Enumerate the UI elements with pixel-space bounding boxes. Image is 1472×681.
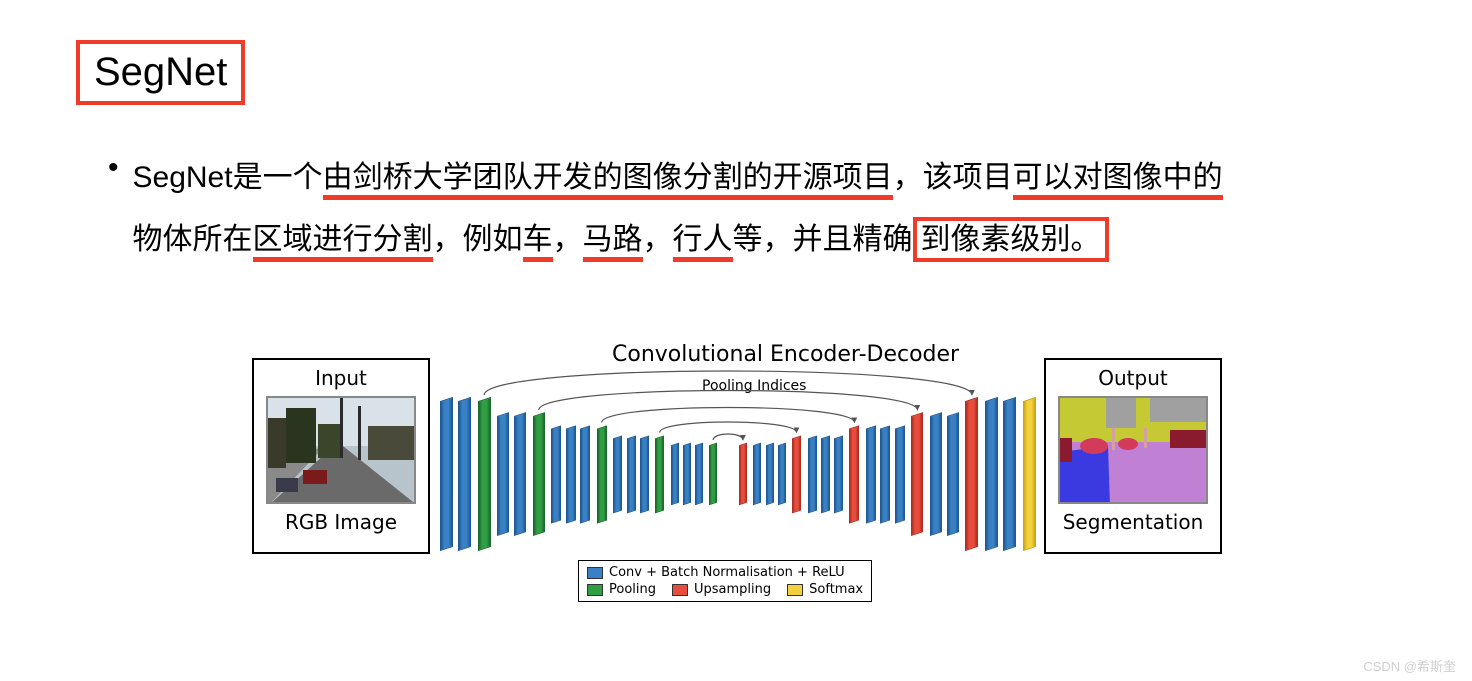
input-title: Input xyxy=(254,366,428,390)
arch-title: Convolutional Encoder-Decoder xyxy=(612,342,959,367)
output-image xyxy=(1058,396,1208,504)
layer-slab-conv xyxy=(683,443,691,506)
body-text: SegNet是一个由剑桥大学团队开发的图像分割的开源项目，该项目可以对图像中的物… xyxy=(133,147,1223,270)
legend-swatch-pooling xyxy=(587,584,603,596)
output-caption: Segmentation xyxy=(1046,510,1220,534)
layer-slab-conv xyxy=(551,425,561,523)
layer-slab-conv xyxy=(766,443,774,506)
layer-slab-conv xyxy=(613,435,622,513)
bullet-dot: • xyxy=(108,147,119,189)
layer-slab-conv xyxy=(930,412,942,536)
layer-slab-conv xyxy=(834,435,843,513)
layer-slab-conv xyxy=(640,435,649,513)
input-image xyxy=(266,396,416,504)
layer-slab-conv xyxy=(866,425,876,523)
slide-title: SegNet xyxy=(76,40,245,105)
layer-slab-pool xyxy=(597,425,607,523)
legend-label-pooling: Pooling xyxy=(609,582,656,597)
layer-slab-conv xyxy=(458,397,471,551)
layer-slab-conv xyxy=(627,435,636,513)
legend-swatch-conv xyxy=(587,567,603,579)
legend-swatch-softmax xyxy=(787,584,803,596)
input-caption: RGB Image xyxy=(254,510,428,534)
layer-slab-pool xyxy=(655,435,664,513)
legend-label-softmax: Softmax xyxy=(809,582,863,597)
layer-slab-pool xyxy=(533,412,545,536)
layers-container xyxy=(440,366,1036,556)
layer-slab-up xyxy=(911,412,923,536)
legend-label-upsampling: Upsampling xyxy=(694,582,771,597)
watermark: CSDN @希斯奎 xyxy=(1363,656,1456,675)
architecture-diagram: Input RGB Image Output Segmenta xyxy=(252,342,1222,634)
layer-slab-pool xyxy=(709,443,717,506)
output-title: Output xyxy=(1046,366,1220,390)
layer-slab-conv xyxy=(821,435,830,513)
layer-slab-conv xyxy=(778,443,786,506)
layer-slab-conv xyxy=(497,412,509,536)
layer-slab-conv xyxy=(753,443,761,506)
layer-slab-pool xyxy=(478,397,491,551)
layer-slab-up xyxy=(965,397,978,551)
layer-slab-conv xyxy=(1003,397,1016,551)
layer-slab-up xyxy=(739,443,747,506)
layer-slab-conv xyxy=(808,435,817,513)
layer-slab-conv xyxy=(566,425,576,523)
layer-slab-conv xyxy=(947,412,959,536)
layer-slab-conv xyxy=(695,443,703,506)
layer-slab-conv xyxy=(880,425,890,523)
layer-slab-conv xyxy=(985,397,998,551)
input-panel: Input RGB Image xyxy=(252,358,430,554)
layer-slab-up xyxy=(792,435,801,513)
layer-slab-conv xyxy=(895,425,905,523)
legend-label-conv: Conv + Batch Normalisation + ReLU xyxy=(609,565,845,580)
output-panel: Output Segmentation xyxy=(1044,358,1222,554)
slide: SegNet • SegNet是一个由剑桥大学团队开发的图像分割的开源项目，该项… xyxy=(0,0,1472,681)
bullet-item: • SegNet是一个由剑桥大学团队开发的图像分割的开源项目，该项目可以对图像中… xyxy=(108,147,1402,270)
layer-slab-conv xyxy=(514,412,526,536)
layer-slab-soft xyxy=(1023,397,1036,551)
layer-slab-conv xyxy=(580,425,590,523)
layer-slab-conv xyxy=(440,397,453,551)
layer-slab-up xyxy=(849,425,859,523)
layer-slab-conv xyxy=(671,443,679,506)
legend: Conv + Batch Normalisation + ReLU Poolin… xyxy=(578,560,872,602)
legend-swatch-upsampling xyxy=(672,584,688,596)
